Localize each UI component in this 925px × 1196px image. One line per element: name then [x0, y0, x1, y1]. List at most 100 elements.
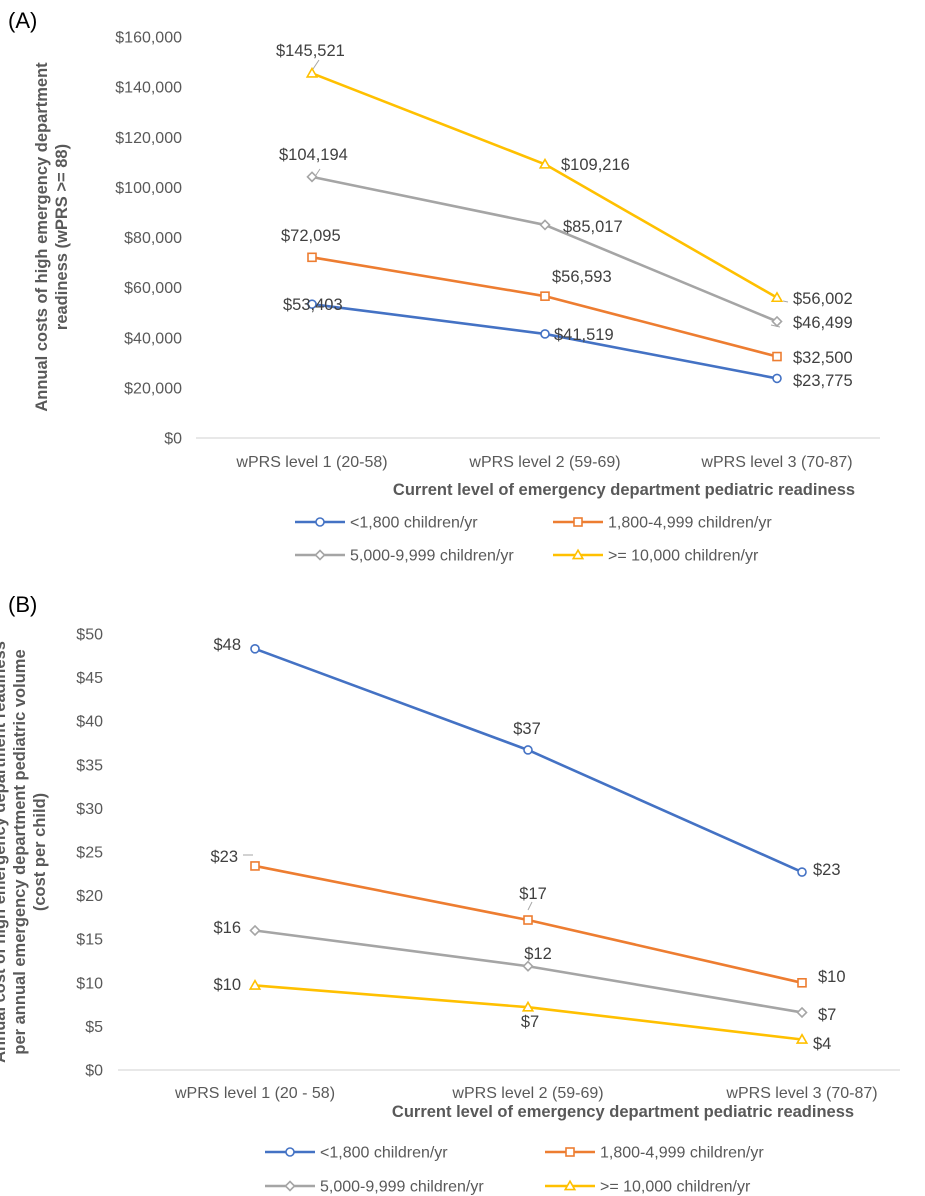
data-point — [248, 979, 262, 990]
series-line-0 — [311, 302, 778, 380]
data-label: $145,521 — [276, 42, 345, 60]
y-tick-label: $0 — [164, 431, 182, 448]
legend-item: >= 10,000 children/yr — [545, 1179, 751, 1196]
legend-label: 5,000-9,999 children/yr — [350, 548, 514, 565]
y-tick-label: $40 — [76, 714, 103, 731]
x-axis-title: Current level of emergency department pe… — [393, 481, 855, 499]
data-label: $17 — [519, 885, 547, 903]
data-label: $7 — [521, 1013, 539, 1031]
data-label: $53,403 — [283, 296, 343, 314]
data-point — [250, 644, 260, 654]
data-label: $48 — [213, 636, 241, 654]
data-label: $56,593 — [552, 268, 612, 286]
legend-label: 5,000-9,999 children/yr — [320, 1179, 484, 1196]
legend-label: >= 10,000 children/yr — [600, 1179, 751, 1196]
data-label: $23,775 — [793, 372, 853, 390]
y-tick-label: $50 — [76, 627, 103, 644]
legend-marker — [571, 548, 585, 560]
legend-marker — [285, 1147, 295, 1157]
data-point — [796, 1006, 808, 1019]
data-point — [771, 315, 783, 328]
data-label: $10 — [818, 968, 846, 986]
y-tick-label: $45 — [76, 670, 103, 687]
data-point — [305, 66, 319, 78]
x-tick-label: wPRS level 1 (20 - 58) — [174, 1085, 335, 1102]
data-label: $46,499 — [793, 314, 853, 332]
data-label: $104,194 — [279, 146, 348, 164]
y-tick-label: $120,000 — [115, 130, 182, 147]
legend-label: >= 10,000 children/yr — [608, 548, 759, 565]
y-tick-label: $0 — [85, 1063, 103, 1080]
legend-label: <1,800 children/yr — [320, 1145, 448, 1162]
data-point — [540, 291, 550, 301]
series-line-0 — [254, 647, 803, 874]
legend-marker — [315, 517, 325, 527]
y-tick-label: $30 — [76, 801, 103, 818]
y-tick-label: $40,000 — [124, 330, 182, 347]
chart-panel-b: (B) $0 $5 $10 $15 $20 $25 $30 $35 $40 $45 $50 wPRS l… — [0, 592, 900, 1196]
legend-marker — [563, 1179, 577, 1191]
chart-panel-a: (A) $0 $20,000 $40,000 $60,000 $80,000 $100,00… — [8, 8, 880, 565]
y-tick-label: $100,000 — [115, 180, 182, 197]
data-label: $32,500 — [793, 349, 853, 367]
y-tick-label: $15 — [76, 932, 103, 949]
y-tick-label: $20,000 — [124, 380, 182, 397]
y-tick-label: $5 — [85, 1019, 103, 1036]
panel-label: (B) — [8, 592, 37, 617]
data-label: $41,519 — [554, 326, 614, 344]
data-point — [540, 329, 550, 339]
legend-item: 1,800-4,999 children/yr — [553, 515, 772, 532]
data-point — [307, 252, 317, 263]
data-point — [249, 924, 261, 937]
data-point — [521, 1000, 535, 1012]
y-tick-label: $20 — [76, 888, 103, 905]
data-point — [772, 373, 782, 384]
y-tick-label: $140,000 — [115, 80, 182, 97]
legend-marker — [314, 549, 326, 561]
data-label: $56,002 — [793, 290, 853, 308]
x-tick-label: wPRS level 3 (70-87) — [725, 1085, 877, 1102]
x-axis-title: Current level of emergency department pe… — [392, 1103, 854, 1121]
y-tick-label: $60,000 — [124, 280, 182, 297]
series-line-2 — [254, 929, 803, 1014]
series-line-3 — [311, 72, 778, 299]
data-point — [523, 915, 533, 925]
legend-item: <1,800 children/yr — [295, 515, 478, 532]
y-tick-label: $25 — [76, 845, 103, 862]
legend-label: <1,800 children/yr — [350, 515, 478, 532]
data-label: $16 — [213, 919, 241, 937]
y-axis-title: per annual emergency department pediatri… — [11, 649, 29, 1054]
legend-marker — [565, 1147, 575, 1157]
data-point — [770, 291, 784, 303]
series-line-1 — [311, 256, 778, 358]
y-tick-label: $35 — [76, 757, 103, 774]
x-tick-label: wPRS level 1 (20-58) — [235, 454, 387, 471]
data-label: $7 — [818, 1006, 836, 1024]
y-tick-label: $160,000 — [115, 30, 182, 47]
data-point — [795, 1033, 809, 1044]
data-point — [523, 745, 533, 755]
legend-marker — [284, 1180, 296, 1192]
legend-item: >= 10,000 children/yr — [553, 548, 759, 565]
data-label-leader — [770, 324, 781, 328]
legend-label: 1,800-4,999 children/yr — [600, 1145, 764, 1162]
y-tick-label: $10 — [76, 975, 103, 992]
data-label: $72,095 — [281, 227, 341, 245]
data-label: $4 — [813, 1035, 831, 1053]
x-tick-label: wPRS level 2 (59-69) — [451, 1085, 603, 1102]
y-axis-title: Annual cost of high emergency department… — [0, 641, 9, 1063]
data-point — [538, 157, 552, 169]
data-point — [307, 299, 317, 309]
data-label: $109,216 — [561, 156, 630, 174]
data-label: $23 — [813, 861, 841, 879]
data-point — [522, 960, 534, 972]
data-label: $23 — [210, 848, 238, 866]
legend-item: 5,000-9,999 children/yr — [265, 1179, 484, 1196]
legend-marker — [573, 517, 583, 527]
data-label: $37 — [513, 720, 541, 738]
y-tick-label: $80,000 — [124, 230, 182, 247]
data-label-leader — [312, 59, 320, 70]
y-axis-title: readiness (wPRS >= 88) — [53, 144, 71, 330]
x-tick-label: wPRS level 2 (59-69) — [468, 454, 620, 471]
